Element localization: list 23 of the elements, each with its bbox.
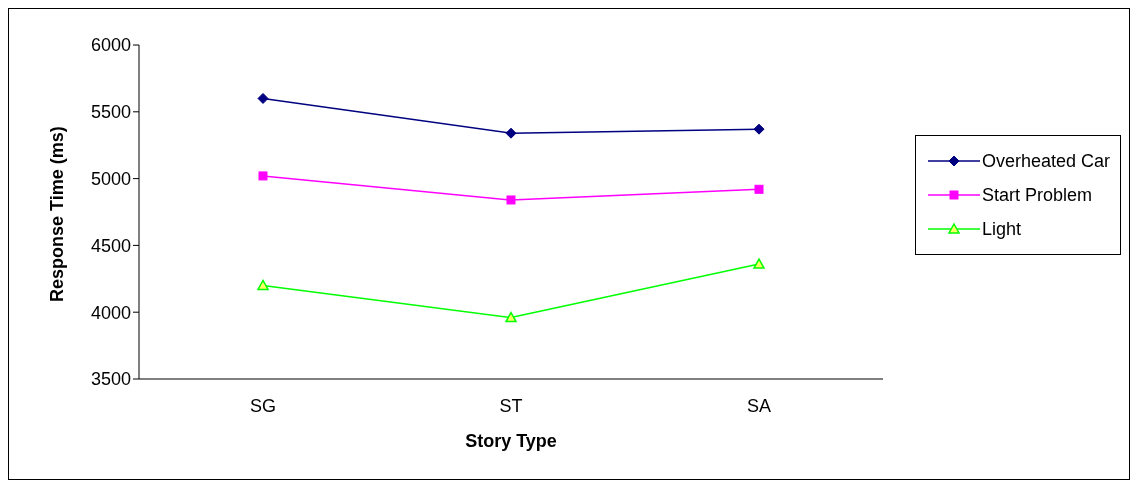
y-tick-label: 3500 — [90, 369, 131, 390]
point — [257, 279, 269, 291]
point — [754, 184, 764, 194]
x-tick-label: SG — [249, 395, 277, 416]
point — [505, 311, 517, 323]
point — [506, 195, 516, 205]
y-tick-label: 5500 — [90, 102, 131, 123]
x-axis-title: Story Type — [465, 431, 557, 451]
legend-label: Light — [981, 218, 1021, 240]
y-axis-title: Response Time (ms) — [47, 126, 68, 302]
legend-label: Start Problem — [981, 184, 1092, 206]
x-tick-label: ST — [499, 395, 523, 416]
point — [753, 123, 765, 135]
x-tick-label: SA — [746, 395, 772, 416]
point — [257, 92, 269, 104]
point — [258, 171, 268, 181]
point — [753, 258, 765, 269]
y-tick-label: 6000 — [90, 35, 131, 56]
y-tick-label: 4000 — [90, 302, 131, 323]
y-tick-label: 5000 — [90, 168, 131, 189]
legend-label: Overheated Car — [981, 150, 1110, 172]
point — [505, 127, 517, 139]
y-tick-label: 4500 — [90, 235, 131, 256]
